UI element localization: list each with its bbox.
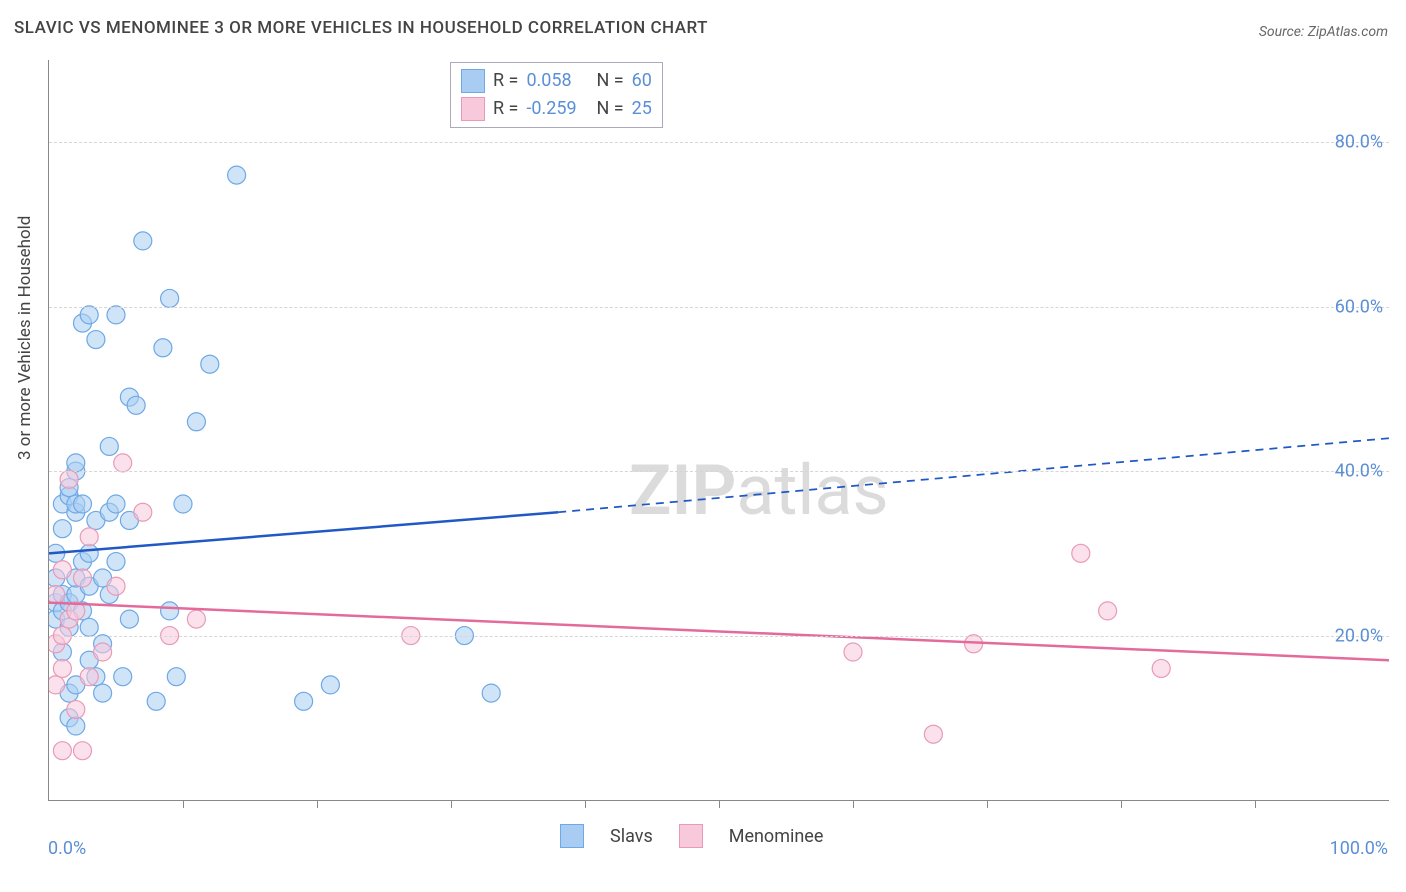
slavs-point xyxy=(120,610,138,628)
slavs-point xyxy=(67,454,85,472)
menominee-point xyxy=(74,742,92,760)
slavs-point xyxy=(100,437,118,455)
n-label: N = xyxy=(596,67,623,95)
menominee-point xyxy=(134,503,152,521)
slavs-trend-line-dashed xyxy=(558,438,1389,512)
slavs-point xyxy=(174,495,192,513)
slavs-point xyxy=(94,684,112,702)
slavs-r-value: 0.058 xyxy=(526,67,588,95)
menominee-point xyxy=(67,701,85,719)
menominee-point xyxy=(94,643,112,661)
plot-area: ZIPatlas 20.0%40.0%60.0%80.0% xyxy=(48,60,1389,801)
x-tick-max: 100.0% xyxy=(1330,838,1388,859)
slavs-point xyxy=(80,544,98,562)
slavs-point xyxy=(201,355,219,373)
source-label: Source: xyxy=(1259,24,1308,40)
slavs-point xyxy=(147,692,165,710)
menominee-point xyxy=(1072,544,1090,562)
menominee-point xyxy=(53,659,71,677)
menominee-trend-line xyxy=(49,603,1389,661)
slavs-point xyxy=(321,676,339,694)
slavs-point xyxy=(87,331,105,349)
slavs-point xyxy=(228,166,246,184)
menominee-point xyxy=(107,577,125,595)
legend-stats-row: R = 0.058 N = 60 xyxy=(461,67,652,95)
menominee-swatch-icon xyxy=(679,824,703,848)
slavs-point xyxy=(53,520,71,538)
legend-stats: R = 0.058 N = 60 R = -0.259 N = 25 xyxy=(450,62,663,128)
slavs-point xyxy=(80,306,98,324)
slavs-point xyxy=(154,339,172,357)
slavs-swatch-icon xyxy=(560,824,584,848)
slavs-swatch-icon xyxy=(461,69,485,93)
y-tick-label: 60.0% xyxy=(1335,296,1383,317)
slavs-point xyxy=(114,668,132,686)
menominee-swatch-icon xyxy=(461,97,485,121)
x-tick-min: 0.0% xyxy=(48,838,86,859)
slavs-point xyxy=(167,668,185,686)
source-credit: Source: ZipAtlas.com xyxy=(1259,24,1388,40)
menominee-point xyxy=(844,643,862,661)
menominee-n-value: 25 xyxy=(632,95,652,123)
menominee-point xyxy=(53,561,71,579)
y-tick-label: 80.0% xyxy=(1335,132,1383,153)
r-label: R = xyxy=(493,67,518,95)
source-site: ZipAtlas.com xyxy=(1308,24,1388,40)
slavs-point xyxy=(295,692,313,710)
menominee-point xyxy=(49,676,65,694)
slavs-point xyxy=(161,289,179,307)
legend-series: Slavs Menominee xyxy=(560,824,823,848)
menominee-point xyxy=(74,569,92,587)
menominee-point xyxy=(49,585,65,603)
slavs-point xyxy=(107,495,125,513)
slavs-point xyxy=(107,553,125,571)
slavs-point xyxy=(74,495,92,513)
y-tick-label: 20.0% xyxy=(1335,625,1383,646)
n-label: N = xyxy=(596,95,623,123)
chart-container: SLAVIC VS MENOMINEE 3 OR MORE VEHICLES I… xyxy=(0,0,1406,892)
menominee-point xyxy=(187,610,205,628)
slavs-point xyxy=(187,413,205,431)
menominee-point xyxy=(60,470,78,488)
menominee-point xyxy=(1152,659,1170,677)
slavs-point xyxy=(161,602,179,620)
menominee-point xyxy=(924,725,942,743)
menominee-point xyxy=(1099,602,1117,620)
r-label: R = xyxy=(493,95,518,123)
scatter-svg xyxy=(49,60,1389,800)
slavs-point xyxy=(67,717,85,735)
menominee-legend-label: Menominee xyxy=(729,826,824,847)
menominee-r-value: -0.259 xyxy=(526,95,588,123)
legend-stats-row: R = -0.259 N = 25 xyxy=(461,95,652,123)
slavs-point xyxy=(80,618,98,636)
slavs-n-value: 60 xyxy=(632,67,652,95)
menominee-point xyxy=(114,454,132,472)
y-axis-label: 3 or more Vehicles in Household xyxy=(15,216,35,460)
menominee-point xyxy=(80,668,98,686)
slavs-point xyxy=(107,306,125,324)
menominee-point xyxy=(80,528,98,546)
slavs-legend-label: Slavs xyxy=(610,826,653,847)
menominee-point xyxy=(53,742,71,760)
chart-title: SLAVIC VS MENOMINEE 3 OR MORE VEHICLES I… xyxy=(14,18,708,38)
slavs-point xyxy=(134,232,152,250)
slavs-point xyxy=(482,684,500,702)
y-tick-label: 40.0% xyxy=(1335,461,1383,482)
slavs-point xyxy=(127,396,145,414)
